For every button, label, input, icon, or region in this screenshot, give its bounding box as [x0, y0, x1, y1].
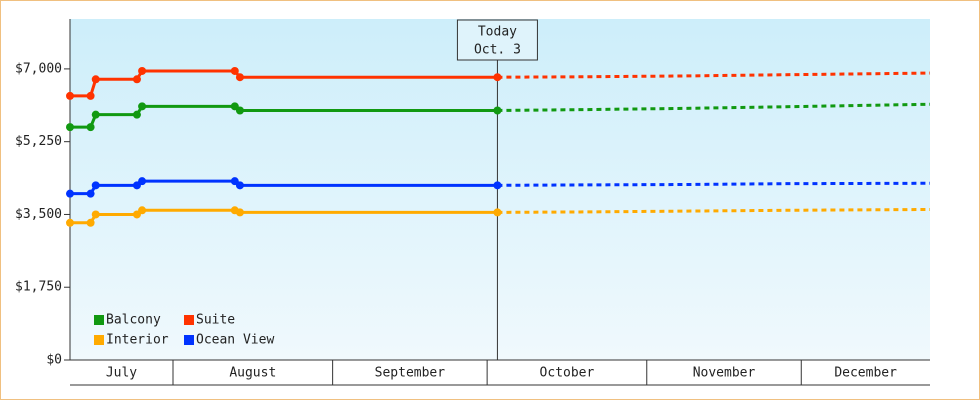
point: [66, 91, 74, 100]
point: [493, 106, 502, 115]
point: [138, 206, 147, 215]
x-tick-label: August: [229, 366, 276, 381]
point: [86, 91, 95, 100]
point: [66, 189, 74, 198]
y-tick-label: $5,250: [15, 134, 62, 149]
x-tick-label: July: [106, 366, 137, 381]
today-label: Oct. 3: [474, 43, 521, 58]
point: [138, 66, 147, 75]
legend-label: Suite: [196, 313, 235, 328]
point: [86, 189, 95, 198]
point: [91, 210, 100, 219]
today-box: [456, 19, 538, 61]
point: [235, 73, 244, 82]
legend-label: Interior: [106, 333, 169, 348]
point: [138, 177, 147, 186]
today-label: Today: [478, 25, 517, 40]
forecast-line: [497, 181, 931, 187]
point: [86, 123, 95, 132]
forecast-line: [497, 207, 931, 214]
x-tick-label: December: [834, 366, 897, 381]
legend-swatch: [184, 315, 194, 325]
y-tick-label: $7,000: [15, 61, 62, 76]
point: [230, 66, 239, 75]
point: [91, 110, 100, 119]
point: [493, 208, 502, 217]
point: [235, 208, 244, 217]
y-tick-label: $0: [46, 353, 62, 368]
point: [86, 218, 95, 227]
legend-label: Ocean View: [196, 333, 274, 348]
forecast-line: [497, 71, 931, 79]
x-tick-label: November: [693, 366, 756, 381]
point: [235, 181, 244, 190]
point: [132, 110, 141, 119]
point: [138, 102, 147, 111]
point: [493, 73, 502, 82]
forecast-line: [497, 102, 931, 112]
y-tick-label: $1,750: [15, 280, 62, 295]
point: [132, 75, 141, 84]
y-tick-label: $3,500: [15, 207, 62, 222]
legend-label: Balcony: [106, 313, 161, 328]
point: [66, 123, 74, 132]
legend-swatch: [94, 315, 104, 325]
legend-swatch: [94, 335, 104, 345]
point: [66, 218, 74, 227]
x-tick-label: October: [540, 366, 595, 381]
legend-swatch: [184, 335, 194, 345]
point: [91, 181, 100, 190]
point: [493, 181, 502, 190]
point: [235, 106, 244, 115]
x-tick-label: September: [375, 366, 446, 381]
point: [91, 75, 100, 84]
